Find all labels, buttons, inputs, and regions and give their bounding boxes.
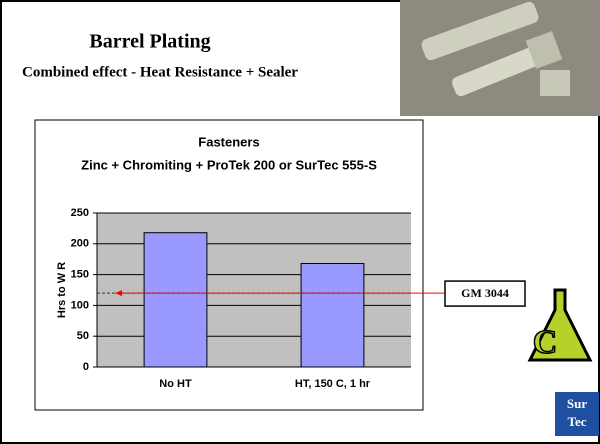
bar: [300, 263, 365, 368]
y-tick-label: 200: [71, 238, 89, 250]
chart-title: Fasteners: [198, 134, 259, 149]
arrow-head: [115, 290, 122, 297]
chart-subtitle: Zinc + Chromiting + ProTek 200 or SurTec…: [81, 157, 377, 172]
reference-label: GM 3044: [461, 286, 509, 300]
y-tick-label: 50: [77, 330, 89, 342]
logo-text: Sur: [567, 396, 587, 411]
x-tick-label: No HT: [159, 378, 192, 390]
bar: [143, 232, 208, 368]
slide-title: Barrel Plating: [89, 31, 210, 53]
photo: [400, 0, 600, 116]
slide-subtitle: Combined effect - Heat Resistance + Seal…: [22, 64, 298, 80]
y-tick-label: 100: [71, 299, 89, 311]
y-tick-label: 150: [71, 269, 89, 281]
logo-text: Tec: [567, 414, 586, 429]
svg-text:C: C: [533, 324, 558, 361]
y-tick-label: 250: [71, 207, 89, 219]
y-axis-label: Hrs to W R: [56, 262, 68, 318]
y-tick-label: 0: [83, 361, 89, 373]
x-tick-label: HT, 150 C, 1 hr: [295, 378, 371, 390]
logo: C Sur Tec: [527, 288, 599, 436]
reference-box: [444, 280, 526, 307]
logo-box: [555, 392, 599, 436]
